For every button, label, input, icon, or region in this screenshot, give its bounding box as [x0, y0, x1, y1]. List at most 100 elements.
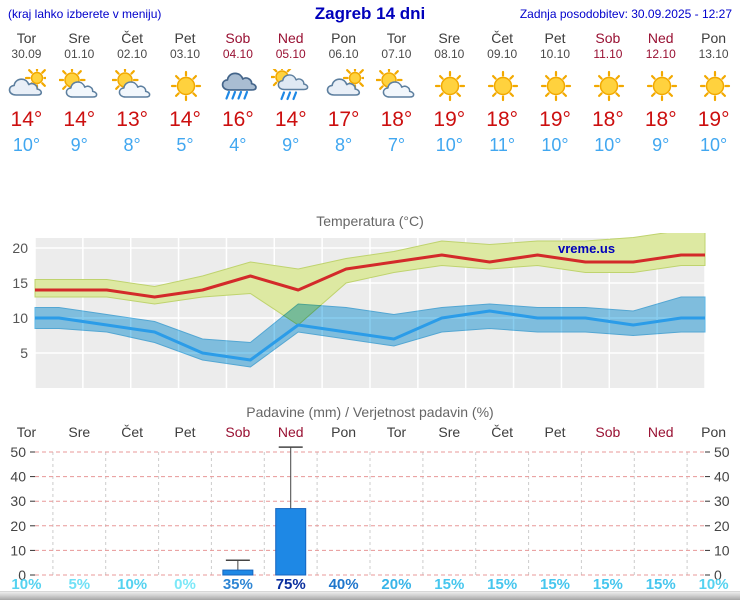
- precip-probability-value: 15%: [487, 576, 518, 593]
- weather-icon-cell: [0, 65, 53, 103]
- precip-y-tick-left: 50: [10, 444, 26, 460]
- sun-rain-icon: [269, 64, 309, 101]
- min-temperature: 9°: [282, 135, 300, 155]
- precip-day-label: Čet: [491, 424, 514, 440]
- min-temperature: 8°: [123, 135, 141, 155]
- min-temperature: 4°: [229, 135, 247, 155]
- precip-probability-value: 15%: [592, 576, 623, 593]
- forecast-day-04.10: Sob 04.10 16° 4°: [211, 30, 264, 156]
- precipitation-chart-title: Padavine (mm) / Verjetnost padavin (%): [246, 404, 494, 420]
- precip-bar: [222, 569, 254, 576]
- precip-bar: [275, 508, 307, 576]
- day-date: 12.10: [645, 47, 676, 61]
- max-temperature: 14°: [274, 108, 307, 131]
- precip-probability-value: 15%: [434, 576, 465, 593]
- weather-icon-cell: [423, 69, 476, 103]
- day-name: Pon: [331, 30, 357, 46]
- precip-day-label: Sob: [595, 424, 621, 440]
- forecast-day-07.10: Tor 07.10 18° 7°: [370, 30, 423, 156]
- min-temperature: 10°: [541, 135, 569, 155]
- watermark-link[interactable]: vreme.us: [558, 241, 615, 256]
- max-temperature: 14°: [10, 108, 43, 131]
- precip-probability-value: 35%: [222, 576, 253, 593]
- forecast-day-30.09: Tor 30.09 14° 10°: [0, 30, 53, 156]
- day-date: 09.10: [487, 47, 518, 61]
- weather-icon-cell: [264, 64, 317, 103]
- day-name: Pet: [174, 30, 196, 46]
- precip-day-label: Pet: [174, 424, 196, 440]
- precip-y-tick-left: 20: [10, 518, 26, 534]
- day-name: Čet: [121, 30, 144, 46]
- precip-day-label: Pon: [701, 424, 727, 440]
- tmin-range-band: [34, 296, 706, 368]
- max-temperature: 19°: [539, 108, 571, 131]
- precip-y-tick-right: 20: [714, 518, 730, 534]
- day-name: Sob: [225, 30, 251, 46]
- day-name: Pon: [701, 30, 727, 46]
- min-temperature: 9°: [70, 135, 88, 155]
- forecast-day-02.10: Čet 02.10 13° 8°: [106, 30, 159, 156]
- min-temperature: 5°: [176, 135, 194, 155]
- temperature-chart-title: Temperatura (°C): [316, 213, 424, 229]
- max-temperature: 18°: [592, 108, 624, 131]
- precip-day-label: Pet: [544, 424, 566, 440]
- tmin-line: [35, 309, 705, 362]
- precip-probability-value: 20%: [381, 576, 412, 593]
- max-temperature: 18°: [380, 108, 413, 131]
- temperature-chart: 5 10 15 20 vreme.us: [12, 233, 706, 388]
- weather-icon-cell: [370, 66, 423, 103]
- day-name: Tor: [16, 30, 37, 46]
- day-name: Tor: [386, 30, 407, 46]
- weather-icon-cell: [211, 69, 264, 103]
- precip-day-label: Sob: [225, 424, 251, 440]
- precip-probability-value: 75%: [275, 576, 306, 593]
- rain-icon: [221, 72, 257, 100]
- temp-y-tick-label: 20: [12, 240, 28, 256]
- day-name: Ned: [277, 30, 304, 46]
- day-name: Čet: [491, 30, 514, 46]
- day-date: 08.10: [434, 47, 465, 61]
- forecast-day-12.10: Ned 12.10 18° 9°: [634, 30, 687, 156]
- precip-day-label: Tor: [386, 424, 407, 440]
- weather-icon-cell: [53, 66, 106, 103]
- weather-icon-cell: [634, 69, 687, 103]
- day-date: 11.10: [593, 47, 623, 61]
- precip-day-label: Tor: [16, 424, 37, 440]
- sun-icon: [540, 70, 572, 102]
- day-date: 04.10: [222, 47, 253, 61]
- precip-probability-row: 10% 5% 10% 0% 35% 75% 40% 20% 15% 15% 15% 15% 15% 10%: [0, 576, 740, 593]
- day-date: 30.09: [11, 47, 42, 61]
- forecast-day-09.10: Čet 09.10 18° 11°: [476, 30, 529, 156]
- precip-probability-value: 5%: [68, 576, 91, 593]
- day-date: 06.10: [328, 47, 359, 61]
- sun-icon: [435, 70, 466, 102]
- precip-probability-value: 15%: [645, 576, 676, 593]
- cloudy-icon: [9, 65, 50, 96]
- day-date: 05.10: [275, 47, 306, 61]
- precip-day-labels-row: Tor Sre Čet Pet Sob Ned Pon Tor Sre Čet Pet Sob Ned P…: [0, 424, 740, 440]
- weather-icon-cell: [476, 69, 529, 103]
- precip-y-tick-left: 30: [10, 493, 26, 509]
- max-temperature: 13°: [116, 108, 149, 131]
- forecast-day-05.10: Ned 05.10 14° 9°: [264, 30, 317, 156]
- precip-probability-value: 0%: [174, 576, 196, 593]
- temp-y-tick-label: 10: [12, 310, 28, 326]
- day-name: Sre: [438, 30, 461, 46]
- max-temperature: 14°: [63, 108, 96, 131]
- precip-probability-value: 10%: [11, 576, 42, 593]
- max-temperature: 19°: [697, 108, 730, 131]
- precip-y-tick-left: 0: [18, 567, 26, 583]
- day-date: 07.10: [381, 47, 412, 61]
- min-temperature: 9°: [652, 135, 670, 155]
- day-name: Pet: [544, 30, 566, 46]
- temp-y-tick-label: 5: [20, 345, 28, 361]
- precip-y-tick-right: 0: [714, 567, 722, 583]
- temp-y-tick-label: 15: [12, 275, 28, 291]
- day-name: Sre: [68, 30, 91, 46]
- tmax-line: [35, 253, 705, 299]
- precip-y-tick-right: 50: [714, 444, 730, 460]
- precip-y-tick-left: 10: [10, 542, 26, 558]
- forecast-day-11.10: Sob 11.10 18° 10°: [581, 30, 634, 156]
- sun-icon: [593, 70, 624, 102]
